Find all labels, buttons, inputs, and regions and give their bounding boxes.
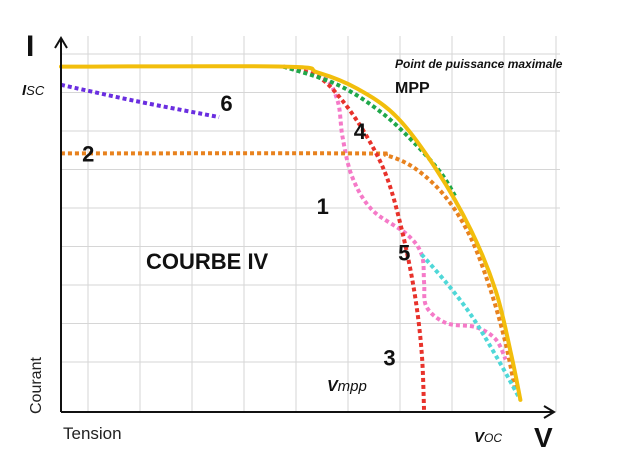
series-line-reference <box>59 64 523 402</box>
series-line-curve-1 <box>282 64 508 361</box>
isc-label: ISC <box>22 82 45 99</box>
curve-label-2: 2 <box>82 141 94 166</box>
series-line-curve-2 <box>60 151 518 393</box>
voc-sub: OC <box>484 431 502 445</box>
curve-label-1: 1 <box>317 194 329 219</box>
vmpp-main: V <box>327 378 339 395</box>
chart-title: COURBE IV <box>146 249 269 274</box>
mpp-label: MPP <box>395 80 430 97</box>
vmpp-label: Vmpp <box>327 378 367 395</box>
isc-sub: SC <box>26 83 45 98</box>
series-line-curve-3 <box>282 64 427 413</box>
series-layer <box>59 64 523 413</box>
x-axis-label: Tension <box>63 424 122 443</box>
voc-label: VOC <box>474 429 502 446</box>
series-line-curve-6 <box>60 82 220 120</box>
mpp-note: Point de puissance maximale <box>395 57 563 71</box>
x-axis-arrow <box>543 405 556 419</box>
labels-layer: I V ISC VOC Vmpp Point de puissance maxi… <box>22 30 563 453</box>
grid <box>61 36 560 412</box>
y-axis-arrow <box>54 36 68 49</box>
series-line-curve-4 <box>282 64 458 199</box>
y-axis-label: Courant <box>28 357 45 414</box>
curve-label-6: 6 <box>220 91 232 116</box>
y-axis-letter: I <box>26 30 34 63</box>
vmpp-sub: mpp <box>338 378 367 395</box>
series-line-curve-5 <box>420 253 523 401</box>
voc-main: V <box>474 429 486 446</box>
curve-label-3: 3 <box>383 346 395 371</box>
x-axis-letter: V <box>534 422 553 453</box>
isc-main: I <box>22 82 27 99</box>
curve-label-5: 5 <box>398 240 410 265</box>
curve-label-4: 4 <box>354 119 367 144</box>
